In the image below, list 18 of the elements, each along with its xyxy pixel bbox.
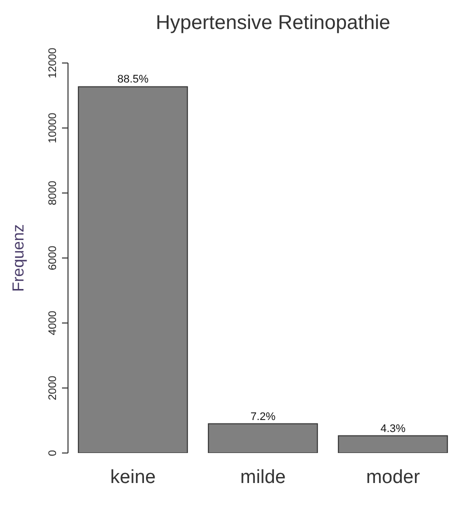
bar xyxy=(78,86,188,453)
chart-title: Hypertensive Retinopathie xyxy=(154,11,392,36)
y-axis-title: Frequenz xyxy=(10,224,28,292)
y-tick-label: 6000 xyxy=(47,246,59,270)
bar xyxy=(208,423,318,453)
x-tick-label: keine xyxy=(110,467,156,488)
y-tick-label: 0 xyxy=(47,450,59,456)
y-tick-label: 4000 xyxy=(47,310,59,336)
y-tick-label: 10000 xyxy=(47,112,59,144)
y-tick-label: 2000 xyxy=(47,376,59,400)
annotation: 7.2% xyxy=(250,410,276,423)
y-tick-label: 8000 xyxy=(47,180,59,206)
bar xyxy=(338,435,448,453)
annotation: 88.5% xyxy=(117,74,149,86)
x-tick-label: milde xyxy=(240,467,286,488)
y-tick-label: 12000 xyxy=(47,48,59,78)
annotation: 4.3% xyxy=(380,422,406,435)
x-tick-label: moder xyxy=(366,467,421,488)
